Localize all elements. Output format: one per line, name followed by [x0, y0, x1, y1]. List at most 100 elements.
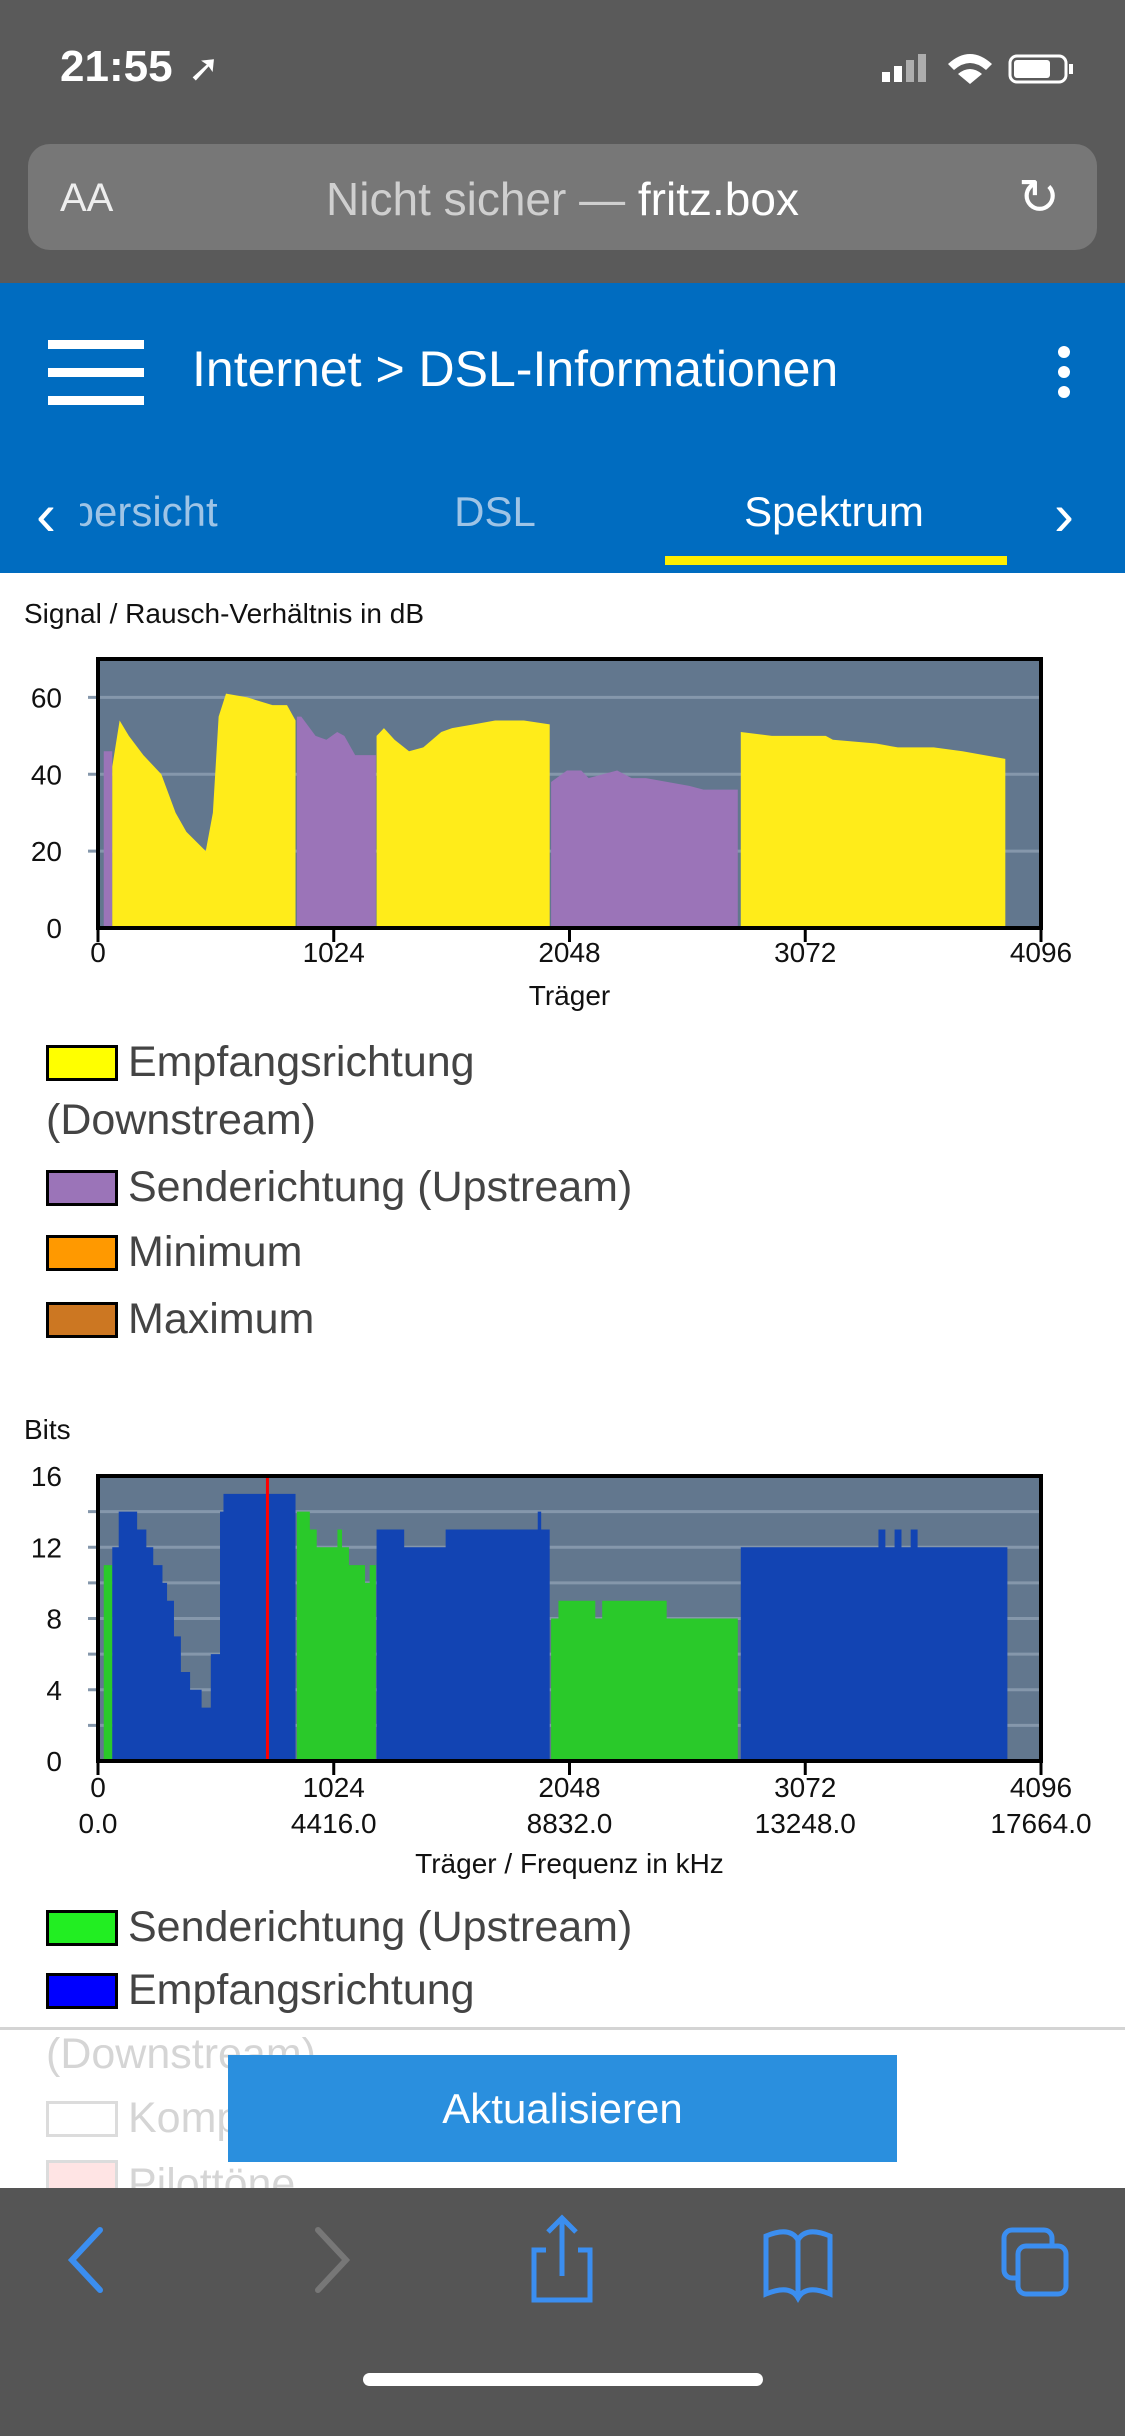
- y-tick-label: 0: [46, 913, 62, 944]
- back-icon[interactable]: [67, 2227, 103, 2293]
- x-tick-label: 0: [90, 937, 106, 968]
- address-bar[interactable]: [28, 144, 1097, 250]
- status-icons: [882, 54, 1073, 84]
- series-area-senderichtung: [103, 751, 113, 928]
- menu-icon[interactable]: [48, 340, 144, 349]
- x-axis-label: Träger: [529, 980, 610, 1011]
- bits-chart-title: Bits: [24, 1414, 71, 1445]
- tabs-scroll-right-icon[interactable]: ›: [1054, 481, 1074, 548]
- x-tick-label-frequency: 13248.0: [755, 1808, 856, 1839]
- legend-swatch: [46, 1044, 118, 1081]
- x-tick-label-frequency: 8832.0: [527, 1808, 613, 1839]
- tab-spektrum[interactable]: Spektrum: [744, 488, 924, 535]
- series-area-senderichtung: [551, 770, 738, 928]
- series-area-senderichtung: [551, 1600, 738, 1761]
- x-tick-label: 4096: [1010, 1772, 1072, 1803]
- tab-dsl[interactable]: DSL: [454, 488, 536, 535]
- bookmarks-icon[interactable]: [763, 2229, 833, 2304]
- series-area-empfangsrichtung: [376, 1511, 550, 1761]
- x-tick-label-frequency: 0.0: [79, 1808, 118, 1839]
- legend-label: Pilottöne: [128, 2160, 296, 2188]
- x-tick-label-frequency: 17664.0: [990, 1808, 1091, 1839]
- legend-label: (Downstream): [46, 1096, 316, 1144]
- page-title: Internet > DSL-Informationen: [192, 341, 839, 397]
- x-axis-label: Träger / Frequenz in kHz: [415, 1848, 724, 1879]
- legend-bits-upstream: Senderichtung (Upstream): [46, 1903, 632, 1952]
- tab-bar: Übersicht DSL Spektrum: [80, 470, 1045, 566]
- menu-icon-bar: [48, 396, 144, 405]
- legend-swatch: [46, 1301, 118, 1338]
- legend-swatch: [46, 1972, 118, 2009]
- y-tick-label: 60: [31, 682, 62, 713]
- legend-snr-downstream-cont: (Downstream): [46, 1096, 316, 1145]
- snr-chart-title: Signal / Rausch-Verhältnis in dB: [24, 598, 424, 629]
- series-area-senderichtung: [296, 716, 376, 928]
- refresh-button[interactable]: Aktualisieren: [228, 2055, 897, 2162]
- legend-snr-downstream: Empfangsrichtung: [46, 1038, 475, 1087]
- legend-minimum: Minimum: [46, 1228, 302, 1277]
- forward-icon[interactable]: [315, 2227, 351, 2293]
- legend-label: Maximum: [128, 1295, 315, 1343]
- y-tick-label: 40: [31, 759, 62, 790]
- status-time: 21:55: [60, 42, 173, 91]
- x-tick-label: 0: [90, 1772, 106, 1803]
- more-options-icon[interactable]: [1058, 346, 1070, 398]
- legend-swatch: [46, 1909, 118, 1946]
- y-tick-label: 0: [46, 1746, 62, 1777]
- y-tick-label: 20: [31, 836, 62, 867]
- url-text[interactable]: Nicht sicher — fritz.box: [0, 172, 1125, 226]
- battery-icon: [1008, 54, 1068, 84]
- tabs-icon[interactable]: [1001, 2227, 1069, 2297]
- y-tick-label: 12: [31, 1532, 62, 1563]
- x-tick-label: 3072: [774, 937, 836, 968]
- footer-divider: [0, 2027, 1125, 2030]
- signal-icon: [882, 54, 926, 82]
- app-header: [0, 283, 1125, 573]
- series-area-empfangsrichtung: [112, 693, 296, 928]
- tab-uebersicht[interactable]: Übersicht: [80, 488, 218, 535]
- legend-swatch: [46, 2100, 118, 2137]
- x-tick-label: 4096: [1010, 937, 1072, 968]
- legend-label: Senderichtung (Upstream): [128, 1163, 633, 1211]
- active-tab-indicator: [665, 556, 1007, 565]
- legend-pilot-tones: Pilottöne: [46, 2160, 295, 2188]
- snr-chart: 0 1024 2048 3072 4096 0 20 40 60 Träger: [31, 657, 1072, 1011]
- x-tick-label: 2048: [538, 1772, 600, 1803]
- menu-icon-bar: [48, 368, 144, 377]
- legend-maximum: Maximum: [46, 1295, 314, 1344]
- legend-swatch: [46, 1234, 118, 1271]
- legend-bits-downstream: Empfangsrichtung: [46, 1966, 475, 2015]
- legend-label: Senderichtung (Upstream): [128, 1903, 633, 1951]
- series-area-empfangsrichtung: [376, 720, 550, 928]
- x-tick-label: 1024: [303, 1772, 365, 1803]
- share-icon[interactable]: [531, 2214, 593, 2303]
- series-area-empfangsrichtung: [740, 732, 1006, 928]
- toolbar-icons: [67, 2214, 1069, 2304]
- legend-label: Komp: [128, 2094, 241, 2142]
- y-tick-label: 4: [46, 1675, 62, 1706]
- wifi-icon: [948, 54, 992, 84]
- y-tick-label: 8: [46, 1604, 62, 1635]
- legend-label: Minimum: [128, 1228, 303, 1276]
- x-tick-label: 2048: [538, 937, 600, 968]
- url-security-label: Nicht sicher —: [326, 173, 638, 225]
- bits-chart: 0 0.0 1024 4416.0 2048 8832.0 3072 13248.0 4096 1…: [31, 1461, 1092, 1879]
- series-area-empfangsrichtung: [112, 1493, 296, 1761]
- legend-label: Empfangsrichtung: [128, 1038, 475, 1086]
- x-tick-label-frequency: 4416.0: [291, 1808, 377, 1839]
- legend-swatch: [46, 1169, 118, 1206]
- series-area-senderichtung: [296, 1511, 376, 1761]
- location-arrow-icon: ➚: [188, 48, 220, 90]
- series-area-senderichtung: [103, 1565, 113, 1761]
- text-size-button[interactable]: AA: [60, 176, 114, 220]
- series-area-empfangsrichtung: [740, 1529, 1008, 1761]
- legend-compensation: Komp: [46, 2094, 240, 2143]
- x-tick-label: 3072: [774, 1772, 836, 1803]
- legend-label: Empfangsrichtung: [128, 1966, 475, 2014]
- x-tick-label: 1024: [303, 937, 365, 968]
- tabs-scroll-left-icon[interactable]: ‹: [36, 481, 56, 548]
- reload-icon[interactable]: ↻: [1018, 169, 1060, 225]
- home-indicator: [363, 2373, 763, 2386]
- legend-snr-upstream: Senderichtung (Upstream): [46, 1163, 632, 1212]
- url-host: fritz.box: [637, 173, 799, 225]
